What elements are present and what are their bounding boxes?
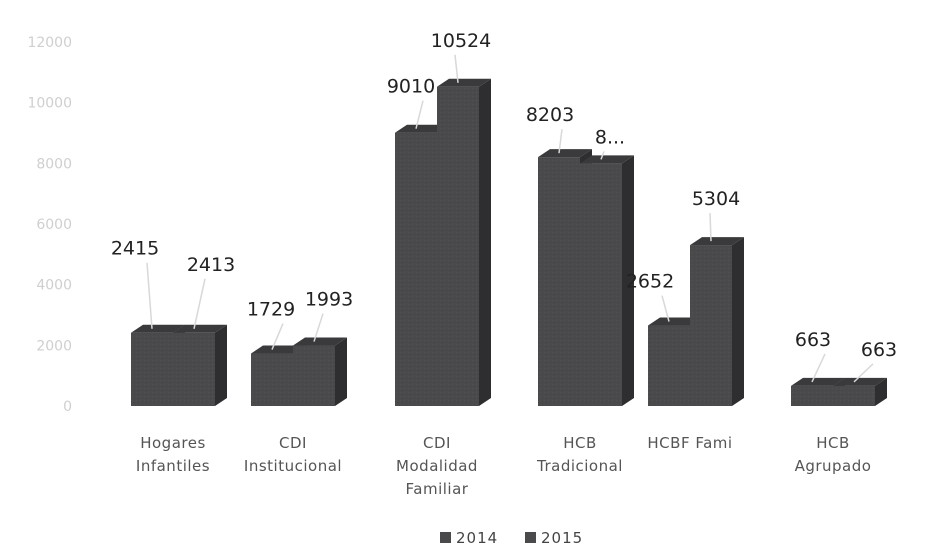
bar-front-shade: [293, 345, 335, 406]
legend-swatch: [440, 532, 451, 543]
y-tick-label: 10000: [27, 96, 72, 112]
x-category-label: Hogares: [140, 434, 206, 452]
x-category-label: Agrupado: [795, 457, 872, 475]
bar-top: [437, 78, 491, 87]
x-category-label: Institucional: [244, 457, 342, 475]
bar-2015-5: [833, 377, 887, 406]
bar-front-shade: [538, 157, 580, 406]
bar-2014-1: [251, 345, 305, 406]
x-category-label: HCBF Fami: [647, 434, 732, 452]
y-tick-label: 2000: [36, 338, 72, 354]
x-category-label: Modalidad: [396, 457, 478, 475]
data-label: 10524: [431, 30, 491, 52]
x-axis: Hogares Infantiles CDI Institucional CDI Moda…: [136, 434, 872, 498]
bar-top: [791, 377, 845, 386]
leader-line: [853, 363, 874, 383]
bar-front-shade: [173, 332, 215, 406]
x-category-label: CDI: [423, 434, 451, 452]
bar-top: [538, 149, 592, 158]
bar-side: [335, 337, 347, 406]
bar-top: [131, 324, 185, 333]
bar-top: [690, 237, 744, 246]
legend-label: 2015: [541, 529, 583, 546]
bar-top: [833, 377, 887, 386]
data-label: 663: [861, 339, 897, 361]
bar-top: [251, 345, 305, 354]
bar-2015-2: [437, 78, 491, 406]
data-labels: 2415 2413 1729 1993 9010 10524 8203 8... 2652 530…: [111, 30, 897, 383]
bar-front-shade: [791, 385, 833, 406]
bar-front-shade: [648, 325, 690, 406]
leader-line: [313, 313, 324, 342]
legend: 2014 2015: [440, 529, 583, 546]
data-label: 5304: [692, 188, 740, 210]
bar-front-shade: [580, 163, 622, 406]
bar-front-shade: [395, 132, 437, 407]
bar-front-shade: [437, 86, 479, 406]
leader-line: [454, 54, 459, 83]
y-tick-label: 0: [63, 399, 72, 415]
y-tick-label: 12000: [27, 35, 72, 51]
x-category-label: Infantiles: [136, 457, 210, 475]
bar-side: [875, 377, 887, 406]
data-label: 8203: [526, 104, 574, 126]
data-label: 1993: [305, 289, 353, 311]
bar-side: [479, 78, 491, 406]
data-label: 9010: [387, 76, 435, 98]
data-label: 663: [795, 329, 831, 351]
bar-top: [293, 337, 347, 346]
bar-top: [395, 124, 449, 133]
bar-2015-4: [690, 237, 744, 406]
legend-label: 2014: [456, 529, 498, 546]
bar-side: [215, 324, 227, 406]
bar-side: [732, 237, 744, 406]
leader-line: [193, 278, 206, 329]
bar-top: [580, 155, 634, 164]
bar-top: [173, 324, 227, 333]
data-label: 8...: [595, 126, 625, 148]
bar-2014-3: [538, 149, 592, 406]
leader-line: [661, 295, 670, 322]
leader-line: [811, 353, 826, 383]
y-tick-label: 4000: [36, 278, 72, 294]
bar-front-shade: [131, 332, 173, 406]
y-tick-label: 8000: [36, 156, 72, 172]
x-category-label: Tradicional: [536, 457, 623, 475]
x-category-label: HCB: [816, 434, 850, 452]
x-category-label: Familiar: [406, 480, 469, 498]
bars: [131, 78, 887, 407]
bar-top: [648, 317, 702, 326]
bar-front-shade: [833, 385, 875, 406]
leader-line: [600, 151, 605, 160]
bar-front-shade: [251, 353, 293, 406]
y-axis: 0 2000 4000 6000 8000 10000 12000: [27, 35, 72, 415]
bar-2014-5: [791, 377, 845, 406]
data-label: 2652: [626, 271, 674, 293]
bar-2015-3: [580, 155, 634, 406]
bar-2015-0: [173, 324, 227, 406]
bar-side: [622, 155, 634, 406]
data-label: 2415: [111, 238, 159, 260]
leader-line: [415, 100, 424, 129]
x-category-label: CDI: [279, 434, 307, 452]
y-tick-label: 6000: [36, 217, 72, 233]
leader-line: [558, 129, 563, 154]
leader-line: [271, 323, 284, 350]
x-category-label: HCB: [563, 434, 597, 452]
legend-swatch: [525, 532, 536, 543]
bar-front-shade: [690, 245, 732, 406]
leader-line: [146, 262, 153, 329]
data-label: 1729: [247, 299, 295, 321]
bar-2015-1: [293, 337, 347, 406]
leader-line: [709, 213, 712, 242]
data-label: 2413: [187, 254, 235, 276]
